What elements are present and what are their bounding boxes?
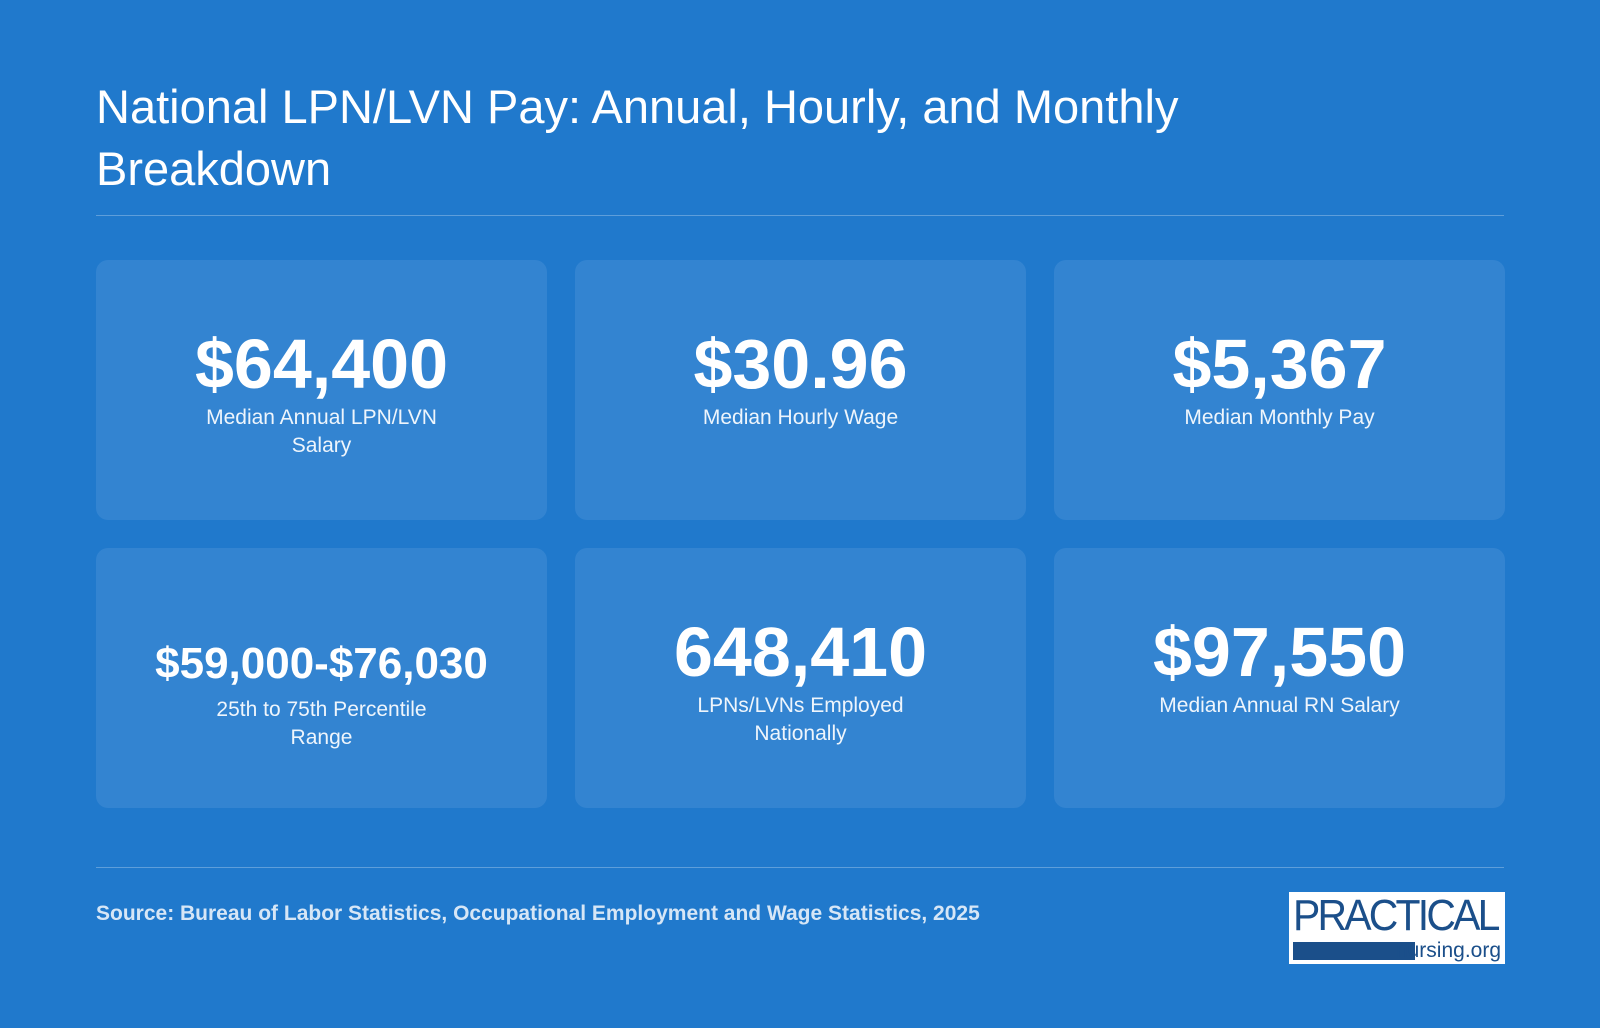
header-divider: [96, 215, 1504, 216]
stats-grid: $64,400 Median Annual LPN/LVN Salary $30…: [96, 260, 1505, 808]
stat-value: $97,550: [1152, 613, 1407, 691]
source-citation: Source: Bureau of Labor Statistics, Occu…: [96, 902, 980, 925]
logo-domain: nursing.org: [1395, 939, 1501, 962]
practical-nursing-logo: PRACTICAL nursing.org: [1289, 892, 1505, 964]
logo-bar: [1293, 942, 1415, 960]
stat-value: $30.96: [693, 325, 908, 403]
stat-label: LPNs/LVNs Employed Nationally: [697, 694, 904, 745]
stat-value: $5,367: [1172, 325, 1387, 403]
stat-card-median-annual-salary: $64,400 Median Annual LPN/LVN Salary: [96, 260, 547, 520]
stat-value: $59,000-$76,030: [155, 639, 488, 688]
stat-value: $64,400: [194, 325, 449, 403]
logo-wordmark: PRACTICAL: [1293, 892, 1500, 940]
stat-card-median-hourly-wage: $30.96 Median Hourly Wage: [575, 260, 1026, 520]
stat-label: 25th to 75th Percentile Range: [216, 698, 427, 749]
stat-card-percentile-range: $59,000-$76,030 25th to 75th Percentile …: [96, 548, 547, 808]
stat-label: Median Annual LPN/LVN Salary: [206, 406, 437, 457]
stat-label: Median Annual RN Salary: [1159, 694, 1400, 717]
stat-value: 648,410: [673, 613, 928, 691]
stat-card-median-monthly-pay: $5,367 Median Monthly Pay: [1054, 260, 1505, 520]
stat-card-median-rn-salary: $97,550 Median Annual RN Salary: [1054, 548, 1505, 808]
stat-card-employed-nationally: 648,410 LPNs/LVNs Employed Nationally: [575, 548, 1026, 808]
page-title: National LPN/LVN Pay: Annual, Hourly, an…: [96, 80, 1179, 195]
stat-label: Median Monthly Pay: [1184, 406, 1375, 429]
footer-divider: [96, 867, 1504, 868]
stat-label: Median Hourly Wage: [702, 406, 899, 429]
